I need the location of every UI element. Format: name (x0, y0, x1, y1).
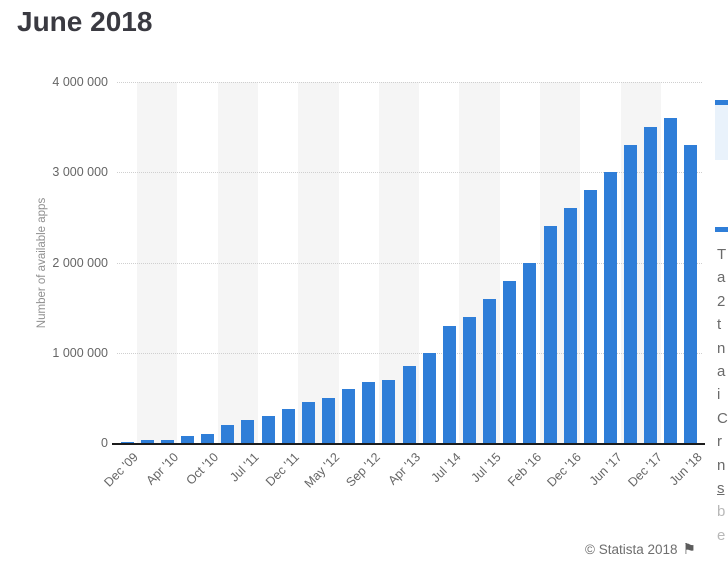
x-tick-label: Jul '11 (227, 450, 262, 485)
bar[interactable] (180, 435, 194, 443)
x-tick-label: Feb '16 (504, 450, 544, 490)
right-panel-text-line: i (717, 386, 721, 404)
bar[interactable] (221, 424, 235, 443)
gridline (117, 82, 702, 83)
bar[interactable] (422, 352, 436, 443)
right-panel-text-line: t (717, 316, 722, 334)
right-panel-card[interactable] (715, 100, 728, 160)
flag-icon: ⚑ (682, 541, 696, 558)
bar[interactable] (462, 316, 476, 443)
page-title: June 2018 (17, 6, 153, 37)
y-tick-label: 4 000 000 (52, 75, 108, 89)
bar[interactable] (603, 172, 617, 443)
right-panel-text-line: T (717, 246, 727, 263)
bar[interactable] (402, 366, 416, 443)
x-tick-label: Oct '10 (183, 450, 222, 488)
right-panel-text-line: e (717, 526, 726, 544)
right-panel-text-line: r (717, 433, 722, 451)
right-panel-text-line: n (717, 456, 726, 474)
y-tick-label: 3 000 000 (52, 165, 108, 180)
bar[interactable] (241, 420, 255, 443)
x-tick-label: Jun '18 (666, 450, 705, 489)
right-panel-divider (715, 227, 728, 232)
bar[interactable] (523, 262, 537, 443)
bar[interactable] (261, 415, 275, 443)
x-tick-label: Sep '12 (343, 450, 383, 490)
bar[interactable] (503, 280, 517, 443)
bar[interactable] (664, 118, 678, 443)
footer: © Statista 2018 ⚑ (585, 542, 696, 557)
bar[interactable] (362, 382, 376, 443)
bar[interactable] (140, 440, 154, 443)
right-panel-text-line: 2 (717, 292, 726, 310)
bar[interactable] (120, 441, 134, 443)
bar[interactable] (483, 298, 497, 443)
right-panel-text-line: n (717, 339, 726, 357)
x-tick-label: Jun '17 (586, 450, 625, 489)
x-tick-label: Jul '15 (468, 450, 504, 486)
bar[interactable] (281, 408, 295, 443)
bar[interactable] (342, 388, 356, 443)
y-tick-label: 0 (101, 436, 108, 450)
plot-area (117, 82, 702, 443)
x-tick-label: Dec '11 (263, 450, 303, 489)
bar[interactable] (160, 439, 174, 443)
x-tick-label: Dec '09 (101, 450, 141, 490)
x-tick-label: Dec '16 (544, 450, 585, 490)
gridline (117, 352, 702, 354)
right-panel-text-line: a (717, 363, 726, 380)
x-tick-label: Apr '13 (385, 450, 423, 488)
bar[interactable] (684, 145, 698, 443)
x-axis-line (112, 443, 705, 445)
x-tick-label: Dec '17 (625, 450, 665, 490)
x-tick-label: Jul '14 (428, 450, 464, 486)
bar[interactable] (583, 190, 597, 443)
right-panel-text-line[interactable]: s (717, 480, 725, 497)
right-panel-text-line: b (717, 503, 726, 521)
right-panel-text-line: C (717, 409, 728, 427)
right-panel-text-line: a (717, 269, 726, 287)
y-tick-label: 1 000 000 (52, 345, 108, 360)
bar[interactable] (644, 127, 658, 443)
x-tick-label: May '12 (301, 450, 343, 491)
x-tick-label: Apr '10 (143, 450, 182, 488)
bar[interactable] (543, 226, 557, 443)
y-axis-labels: 4 000 000 3 000 000 2 000 000 1 000 000 0 (0, 75, 108, 450)
y-tick-label: 2 000 000 (52, 255, 108, 270)
bar[interactable] (563, 208, 577, 443)
copyright-text: © Statista 2018 (585, 542, 678, 557)
gridline (117, 172, 702, 174)
gridline (117, 262, 702, 264)
bar[interactable] (442, 325, 456, 443)
bar[interactable] (382, 379, 396, 443)
bar[interactable] (301, 402, 315, 443)
bar[interactable] (624, 145, 638, 443)
bar[interactable] (321, 397, 335, 443)
bar[interactable] (201, 433, 215, 443)
